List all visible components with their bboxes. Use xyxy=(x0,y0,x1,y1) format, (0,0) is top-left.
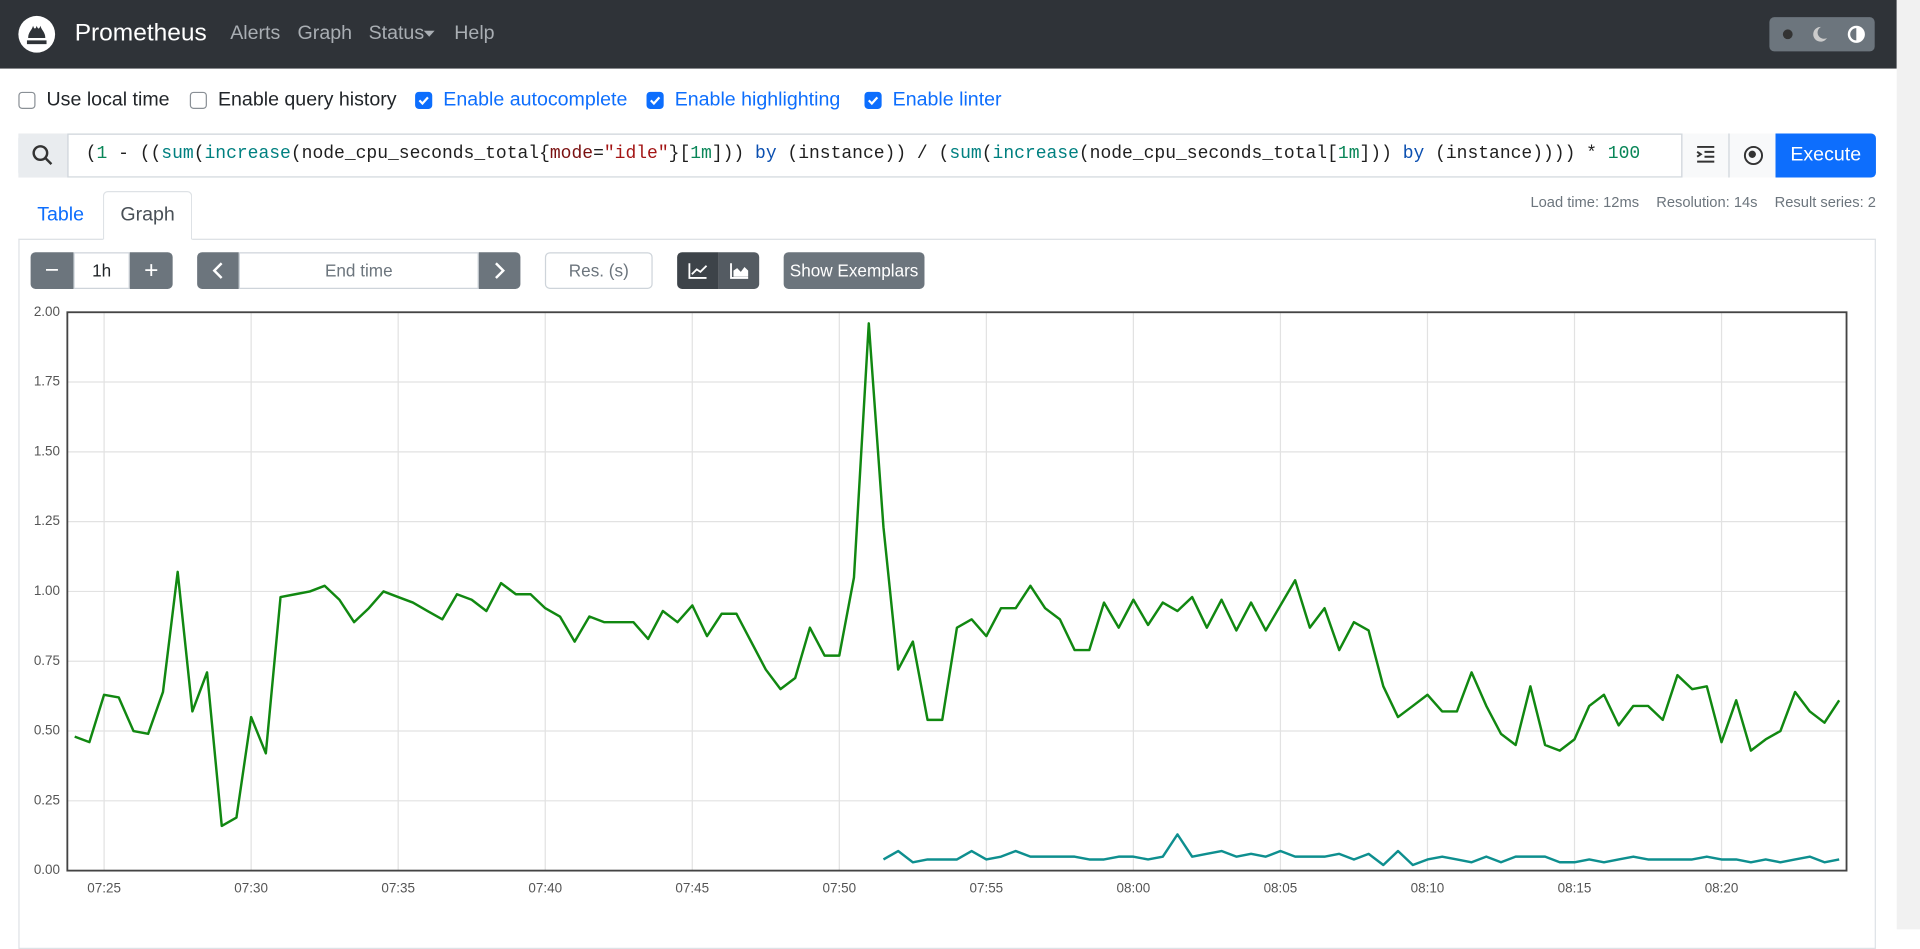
nav-link[interactable]: Status xyxy=(368,23,425,45)
stats-row: Load time: 12ms Resolution: 14s Result ser… xyxy=(1530,193,1875,210)
nav-link[interactable]: Alerts xyxy=(230,23,281,45)
stat: Resolution: 14s xyxy=(1656,193,1758,211)
y-tick-label: 0.75 xyxy=(34,653,60,668)
option[interactable]: Use local time xyxy=(18,88,170,112)
scrollbar[interactable] xyxy=(1896,0,1920,930)
theme-icons xyxy=(1782,25,1865,43)
x-tick-label: 07:45 xyxy=(675,881,709,896)
brand[interactable]: Prometheus xyxy=(74,19,207,47)
checkbox[interactable] xyxy=(189,91,207,109)
checkbox[interactable] xyxy=(864,91,882,109)
nav-link[interactable]: Graph xyxy=(297,23,353,45)
option-label[interactable]: Use local time xyxy=(46,89,170,111)
check xyxy=(867,96,879,106)
y-tick-label: 2.00 xyxy=(34,304,60,319)
chart: 0.00 0.25 0.50 0.75 1.00 1.25 1.50 1.75 2.00 07:2… xyxy=(34,304,1848,896)
query-expression[interactable]: (1 - ((sum(increase(node_cpu_seconds_tot… xyxy=(85,144,1641,165)
area-icon xyxy=(729,263,748,279)
stat: Result series: 2 xyxy=(1774,193,1876,211)
chevron xyxy=(495,262,505,279)
y-tick-label: 1.75 xyxy=(34,374,60,389)
tab[interactable]: Table xyxy=(37,203,85,225)
x-tick-label: 08:00 xyxy=(1117,881,1151,896)
range-minus[interactable]: − xyxy=(30,252,74,289)
query-tools[interactable] xyxy=(1681,133,1777,178)
navbar: Prometheus Alerts Graph Status Help xyxy=(0,0,1897,69)
x-tick-label: 07:25 xyxy=(87,881,121,896)
option-label[interactable]: Enable autocomplete xyxy=(443,89,628,111)
time-forward[interactable] xyxy=(478,252,521,289)
y-tick-label: 1.00 xyxy=(34,583,60,598)
plot-frame xyxy=(66,311,1848,872)
series-line xyxy=(882,833,1840,867)
caret xyxy=(423,30,435,37)
end-time-input[interactable]: End time xyxy=(238,252,479,289)
option[interactable]: Enable autocomplete xyxy=(415,88,627,112)
nav-link[interactable]: Help xyxy=(454,23,495,45)
option-label[interactable]: Enable query history xyxy=(217,89,397,111)
range-input[interactable]: 1h xyxy=(73,252,130,289)
tab[interactable]: Graph xyxy=(102,191,193,241)
x-tick-label: 08:20 xyxy=(1705,881,1739,896)
option-label[interactable]: Enable linter xyxy=(892,89,1002,111)
line-icon xyxy=(688,263,708,279)
exemplars-button[interactable]: Show Exemplars xyxy=(783,252,925,289)
stacked-button[interactable] xyxy=(718,252,760,289)
x-tick-label: 07:55 xyxy=(970,881,1004,896)
x-tick-label: 07:50 xyxy=(822,881,856,896)
option[interactable]: Enable query history xyxy=(189,88,397,112)
x-tick-label: 08:05 xyxy=(1264,881,1298,896)
checkbox[interactable] xyxy=(646,91,664,109)
check xyxy=(418,96,429,106)
check xyxy=(650,96,661,106)
stat: Load time: 12ms xyxy=(1530,193,1640,211)
lines-button[interactable] xyxy=(677,252,719,289)
execute-button[interactable]: Execute xyxy=(1775,133,1876,178)
resolution-input[interactable]: Res. (s) xyxy=(544,252,653,289)
y-tick-label: 1.25 xyxy=(34,513,60,528)
time-back[interactable] xyxy=(197,252,239,289)
theme-toggle[interactable] xyxy=(1769,17,1875,52)
search-glyph xyxy=(32,145,53,165)
search-icon xyxy=(18,133,69,178)
y-tick-label: 1.50 xyxy=(34,443,60,458)
y-tick-label: 0.00 xyxy=(34,862,60,877)
checkbox[interactable] xyxy=(18,91,36,109)
x-tick-label: 07:30 xyxy=(234,881,268,896)
option[interactable]: Enable highlighting xyxy=(646,88,841,112)
y-tick-label: 0.25 xyxy=(34,792,60,807)
y-tick-label: 0.50 xyxy=(34,723,60,738)
tool-icons xyxy=(1696,133,1764,178)
logo xyxy=(18,15,56,53)
x-tick-label: 07:40 xyxy=(528,881,562,896)
x-tick-label: 07:35 xyxy=(381,881,415,896)
chevron xyxy=(212,262,223,279)
option[interactable]: Enable linter xyxy=(864,88,1002,112)
checkbox[interactable] xyxy=(415,91,433,109)
series-line xyxy=(74,322,1841,828)
x-tick-label: 08:10 xyxy=(1411,881,1445,896)
range-plus[interactable]: + xyxy=(129,252,173,289)
x-tick-label: 08:15 xyxy=(1558,881,1592,896)
option-label[interactable]: Enable highlighting xyxy=(674,89,841,111)
